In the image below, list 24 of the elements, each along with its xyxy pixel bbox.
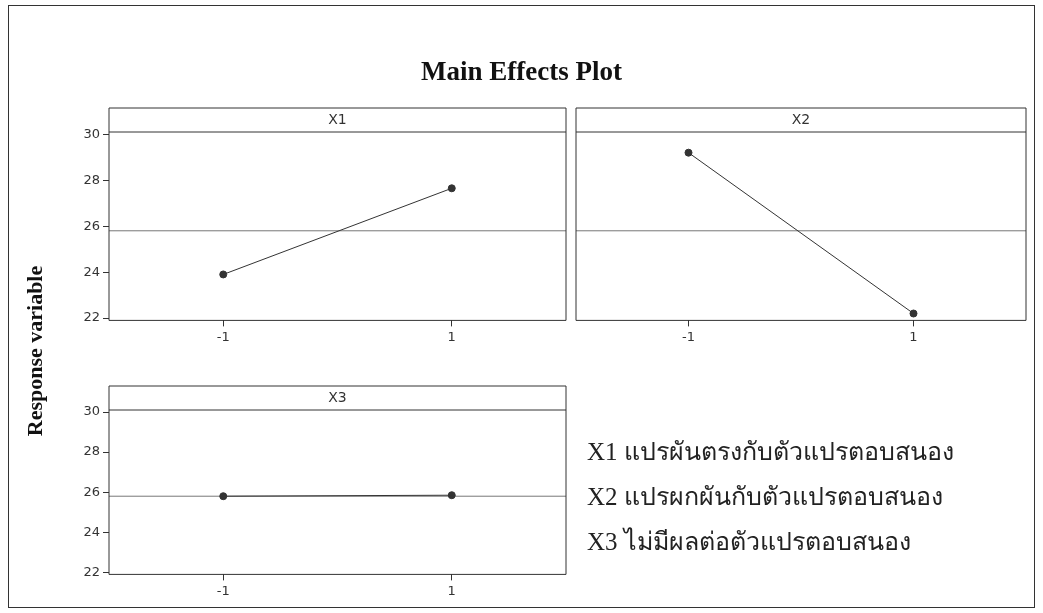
y-tick-label: 22 bbox=[83, 563, 100, 579]
chart-title: Main Effects Plot bbox=[420, 56, 623, 87]
y-tick-label: 28 bbox=[83, 443, 100, 459]
text: X1 แปรผันตรงกับตัวแปรตอบสนอง bbox=[587, 437, 955, 467]
y-tick-label: 26 bbox=[83, 483, 100, 499]
y-tick-label: 30 bbox=[83, 125, 100, 141]
x-axis-title: X2 bbox=[791, 110, 811, 127]
x-tick-label: 1 bbox=[447, 582, 456, 598]
x-tick-label: 1 bbox=[909, 328, 918, 344]
y-axis-title: Response variable bbox=[22, 265, 48, 437]
y-tick-label: 24 bbox=[83, 263, 100, 279]
y-tick-label: 22 bbox=[83, 309, 100, 325]
y-tick-label: 26 bbox=[83, 217, 100, 233]
x-axis-title: X1 bbox=[328, 110, 347, 127]
x-tick-label: -1 bbox=[216, 582, 230, 598]
x-tick-label: 1 bbox=[447, 328, 456, 344]
y-tick-label: 28 bbox=[83, 171, 100, 187]
x-tick-label: -1 bbox=[216, 328, 230, 344]
text: X3 ไม่มีผลต่อตัวแปรตอบสนอง bbox=[587, 526, 912, 557]
x-tick-label: -1 bbox=[682, 328, 695, 344]
y-tick-label: 24 bbox=[83, 523, 100, 539]
x-axis-title: X3 bbox=[328, 388, 347, 405]
text: X2 แปรผกผันกับตัวแปรตอบสนอง bbox=[587, 482, 944, 512]
y-tick-label: 30 bbox=[83, 403, 100, 419]
